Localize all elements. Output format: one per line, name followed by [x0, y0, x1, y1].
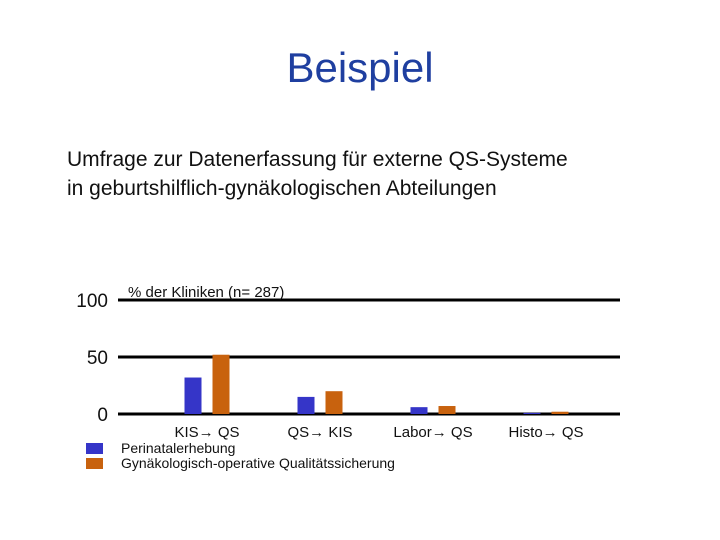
bar-s1-c2	[297, 396, 315, 414]
x-category-label-1: KIS→ QS	[174, 424, 239, 441]
y-tick-label-100: 100	[76, 291, 108, 312]
y-tick-label-0: 0	[97, 405, 108, 426]
y-tick-label-50: 50	[87, 348, 108, 369]
slide-subtitle: Umfrage zur Datenerfassung für externe Q…	[67, 145, 568, 203]
bar-s1-c4	[523, 412, 541, 414]
chart-legend: Perinatalerhebung Gynäkologisch-operativ…	[86, 440, 395, 472]
bar-s2-c1	[212, 354, 230, 414]
subtitle-line-1: Umfrage zur Datenerfassung für externe Q…	[67, 148, 568, 171]
x-category-label-4: Histo→ QS	[508, 424, 583, 441]
x-category-label-3: Labor→ QS	[393, 424, 472, 441]
bar-s2-c4	[551, 411, 569, 414]
legend-swatch-gyn-op	[86, 457, 103, 469]
legend-label-perinatal: Perinatalerhebung	[121, 440, 236, 456]
x-category-label-2: QS→ KIS	[287, 424, 352, 441]
legend-label-gyn-op: Gynäkologisch-operative Qualitätssicheru…	[121, 455, 395, 471]
bar-s2-c2	[325, 391, 343, 414]
bar-s2-c3	[438, 406, 456, 414]
legend-swatch-perinatal	[86, 442, 103, 454]
bar-s1-c3	[410, 407, 428, 414]
legend-item-gyn-op: Gynäkologisch-operative Qualitätssicheru…	[86, 455, 395, 471]
subtitle-line-2: in geburtshilflich-gynäkologischen Abtei…	[67, 177, 497, 200]
slide-title: Beispiel	[286, 44, 434, 91]
bar-s1-c1	[184, 377, 202, 414]
legend-item-perinatal: Perinatalerhebung	[86, 440, 395, 456]
chart-title: % der Kliniken (n= 287)	[128, 284, 284, 301]
